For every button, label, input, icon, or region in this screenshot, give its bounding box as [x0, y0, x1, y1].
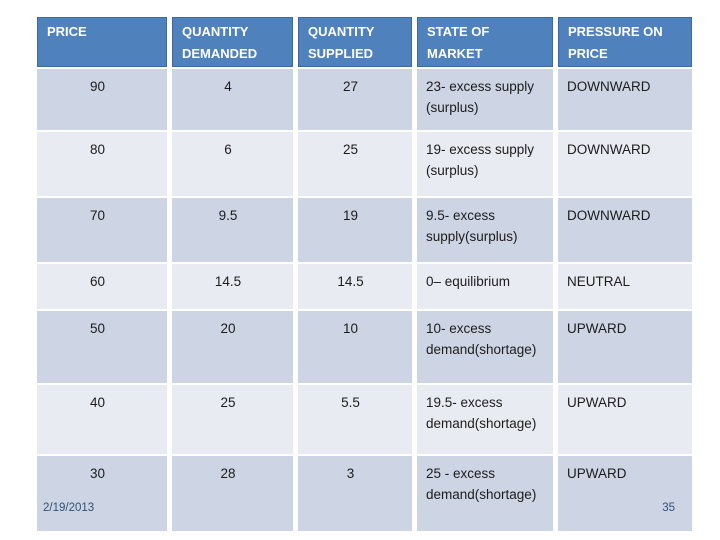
cell-quantity-demanded: 28: [172, 456, 293, 531]
cell-quantity-supplied: 14.5: [298, 264, 412, 309]
cell-quantity-supplied: 10: [298, 311, 412, 383]
cell-quantity-demanded: 9.5: [172, 198, 293, 262]
cell-pressure-on-price: UPWARD: [558, 311, 692, 383]
cell-price: 60: [37, 264, 167, 309]
cell-state-of-market: 0– equilibrium: [417, 264, 553, 309]
cell-price: 50: [37, 311, 167, 383]
supply-demand-table: PRICE QUANTITY DEMANDED QUANTITY SUPPLIE…: [32, 15, 697, 533]
table-row: 50 20 10 10- excess demand(shortage) UPW…: [37, 311, 692, 383]
cell-state-of-market: 23- excess supply (surplus): [417, 69, 553, 130]
cell-price: 40: [37, 385, 167, 454]
table-row: 40 25 5.5 19.5- excess demand(shortage) …: [37, 385, 692, 454]
cell-quantity-demanded: 14.5: [172, 264, 293, 309]
table-row: 80 6 25 19- excess supply (surplus) DOWN…: [37, 132, 692, 196]
cell-price: 80: [37, 132, 167, 196]
cell-state-of-market: 25 - excess demand(shortage): [417, 456, 553, 531]
cell-price: 70: [37, 198, 167, 262]
cell-state-of-market: 9.5- excess supply(surplus): [417, 198, 553, 262]
table-row: 60 14.5 14.5 0– equilibrium NEUTRAL: [37, 264, 692, 309]
cell-quantity-supplied: 19: [298, 198, 412, 262]
cell-pressure-on-price: DOWNWARD: [558, 198, 692, 262]
cell-pressure-on-price: DOWNWARD: [558, 132, 692, 196]
table-row: 90 4 27 23- excess supply (surplus) DOWN…: [37, 69, 692, 130]
cell-quantity-demanded: 20: [172, 311, 293, 383]
cell-pressure-on-price: DOWNWARD: [558, 69, 692, 130]
header-row: PRICE QUANTITY DEMANDED QUANTITY SUPPLIE…: [37, 17, 692, 67]
cell-pressure-on-price: UPWARD: [558, 456, 692, 531]
slide-page-number: 35: [662, 502, 675, 514]
column-header-pressure-on-price: PRESSURE ON PRICE: [558, 17, 692, 67]
table-row: 70 9.5 19 9.5- excess supply(surplus) DO…: [37, 198, 692, 262]
table-row: 30 28 3 25 - excess demand(shortage) UPW…: [37, 456, 692, 531]
cell-quantity-demanded: 6: [172, 132, 293, 196]
column-header-quantity-supplied: QUANTITY SUPPLIED: [298, 17, 412, 67]
cell-price: 30: [37, 456, 167, 531]
cell-quantity-demanded: 25: [172, 385, 293, 454]
cell-quantity-supplied: 5.5: [298, 385, 412, 454]
cell-state-of-market: 19- excess supply (surplus): [417, 132, 553, 196]
cell-quantity-supplied: 25: [298, 132, 412, 196]
cell-price: 90: [37, 69, 167, 130]
column-header-state-of-market: STATE OF MARKET: [417, 17, 553, 67]
cell-state-of-market: 10- excess demand(shortage): [417, 311, 553, 383]
cell-pressure-on-price: NEUTRAL: [558, 264, 692, 309]
slide-date: 2/19/2013: [43, 502, 95, 514]
cell-quantity-demanded: 4: [172, 69, 293, 130]
cell-pressure-on-price: UPWARD: [558, 385, 692, 454]
cell-state-of-market: 19.5- excess demand(shortage): [417, 385, 553, 454]
cell-quantity-supplied: 27: [298, 69, 412, 130]
column-header-price: PRICE: [37, 17, 167, 67]
column-header-quantity-demanded: QUANTITY DEMANDED: [172, 17, 293, 67]
cell-quantity-supplied: 3: [298, 456, 412, 531]
